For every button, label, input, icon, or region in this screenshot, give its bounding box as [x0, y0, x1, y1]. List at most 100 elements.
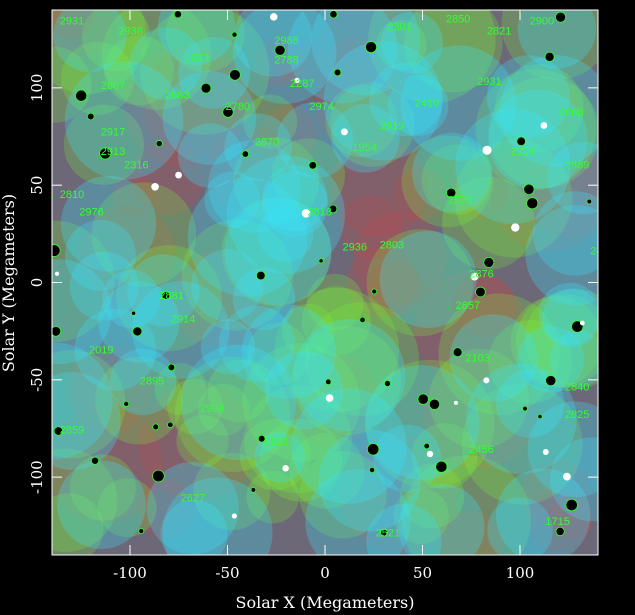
red-patch — [316, 10, 416, 101]
green-halo — [429, 348, 529, 449]
bright-spot — [563, 472, 571, 481]
green-halo — [52, 10, 147, 94]
y-tick-label: 50 — [28, 176, 46, 195]
cyan-halo — [262, 171, 329, 237]
green-halo — [393, 488, 450, 544]
dark-spot — [138, 528, 145, 535]
region-label: 2876 — [469, 269, 493, 281]
green-halo — [63, 104, 145, 185]
green-halo — [246, 470, 300, 524]
dark-spot — [257, 434, 266, 443]
dark-spot — [545, 375, 557, 387]
cyan-halo — [204, 171, 261, 228]
red-patch — [66, 345, 154, 433]
region-label: 2287 — [290, 78, 314, 90]
dark-spot — [522, 405, 528, 412]
cyan-halo — [287, 10, 398, 104]
cyan-halo — [364, 364, 480, 480]
region-label: 2870 — [255, 136, 279, 148]
green-halo — [221, 197, 332, 307]
green-halo — [97, 478, 157, 538]
cyan-halo — [449, 314, 538, 402]
green-halo — [301, 286, 371, 356]
bright-spot — [151, 182, 159, 191]
green-halo — [475, 69, 597, 190]
cyan-halo — [527, 401, 598, 498]
red-patch — [393, 167, 446, 221]
cyan-halo — [517, 10, 597, 69]
dark-spot — [231, 31, 238, 38]
bright-spot — [54, 271, 60, 276]
region-label: 2914 — [171, 313, 195, 325]
dark-spot — [274, 44, 286, 56]
red-patch — [521, 147, 598, 238]
dark-spot — [452, 347, 463, 358]
green-halo — [243, 94, 298, 149]
cyan-halo — [517, 325, 584, 393]
cyan-halo — [64, 61, 184, 180]
dark-spot — [359, 316, 366, 324]
green-halo — [461, 383, 583, 505]
cyan-halo — [129, 27, 203, 101]
dark-spot — [333, 68, 342, 77]
cyan-halo — [69, 251, 139, 321]
bright-spot — [426, 450, 434, 458]
dark-spot — [229, 69, 241, 81]
cyan-halo — [397, 483, 485, 555]
dark-spot — [325, 378, 332, 386]
dark-spot — [173, 10, 182, 19]
dark-spot — [537, 413, 543, 420]
bright-spot — [301, 209, 311, 218]
green-halo — [154, 363, 207, 415]
red-patch — [339, 195, 403, 259]
dark-spot — [526, 197, 539, 210]
green-halo — [174, 356, 291, 472]
green-halo — [242, 343, 361, 462]
dark-spot — [516, 136, 526, 147]
green-halo — [52, 493, 104, 555]
dark-spot — [250, 487, 257, 493]
cyan-halo — [538, 282, 598, 346]
green-halo — [181, 219, 293, 331]
red-patch — [77, 205, 176, 304]
dark-spot — [423, 442, 430, 450]
dark-spot — [329, 10, 338, 19]
dark-spot — [308, 161, 318, 170]
dark-spot — [53, 426, 64, 436]
region-label: 2988 — [274, 35, 298, 47]
green-halo — [271, 138, 346, 212]
cyan-halo — [380, 11, 444, 74]
dark-spot — [152, 423, 160, 431]
red-patch — [52, 406, 163, 523]
dark-spot — [328, 204, 338, 214]
red-patch — [436, 510, 503, 555]
dark-spot — [446, 187, 457, 198]
green-halo — [207, 359, 271, 423]
red-patch — [346, 246, 418, 317]
bright-spot — [269, 13, 278, 21]
cyan-halo — [387, 74, 449, 137]
cyan-halo — [542, 288, 598, 348]
x-tick-label: -100 — [113, 564, 147, 582]
red-patch — [136, 480, 196, 540]
red-patch — [329, 138, 428, 237]
dark-spot — [167, 421, 174, 429]
green-halo — [52, 349, 126, 459]
green-halo — [411, 423, 478, 489]
region-label: 2103 — [465, 352, 489, 364]
dark-spot — [365, 41, 378, 54]
region-label: 1954 — [352, 142, 376, 154]
cyan-halo — [191, 249, 264, 322]
red-patch — [142, 46, 252, 156]
region-label: 2976 — [79, 206, 103, 218]
green-halo — [365, 359, 495, 489]
green-halo — [330, 82, 415, 167]
region-label: 2904 — [510, 146, 534, 158]
cyan-halo — [162, 477, 273, 555]
region-label: 2983 — [185, 53, 209, 65]
cyan-halo — [232, 267, 296, 331]
dark-spot — [380, 528, 388, 537]
cyan-halo — [276, 101, 354, 179]
dark-spot — [428, 398, 441, 410]
